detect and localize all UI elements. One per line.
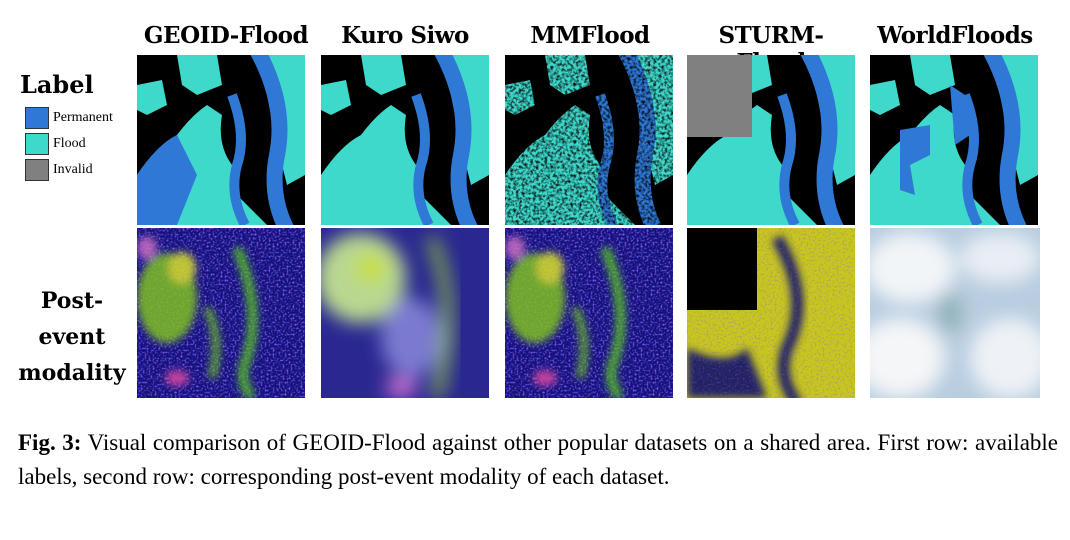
column-header: WorldFloods	[877, 22, 1033, 49]
legend-item: Flood	[25, 133, 86, 155]
post-event-image	[687, 228, 855, 398]
post-event-image	[870, 228, 1040, 398]
legend-label: Permanent	[53, 110, 113, 125]
label-image	[505, 55, 673, 225]
post-event-image	[321, 228, 489, 398]
label-image	[870, 55, 1040, 225]
column-header: GEOID-Flood	[143, 22, 309, 49]
legend-label: Invalid	[53, 162, 93, 177]
legend-label: Flood	[53, 136, 86, 151]
legend-item: Invalid	[25, 159, 93, 181]
caption: Fig. 3: Visual comparison of GEOID-Flood…	[18, 426, 1058, 494]
row-label: Post-event modality	[18, 288, 126, 386]
row-label: Label	[20, 70, 94, 99]
label-image	[137, 55, 305, 225]
column-header: MMFlood	[530, 22, 650, 49]
post-event-image	[137, 228, 305, 398]
post-event-image	[505, 228, 673, 398]
label-image	[687, 55, 855, 225]
column-header: Kuro Siwo	[341, 22, 469, 49]
caption-text: Visual comparison of GEOID-Flood against…	[18, 430, 1058, 489]
legend-item: Permanent	[25, 107, 113, 129]
label-image	[321, 55, 489, 225]
caption-label: Fig. 3:	[18, 430, 82, 455]
